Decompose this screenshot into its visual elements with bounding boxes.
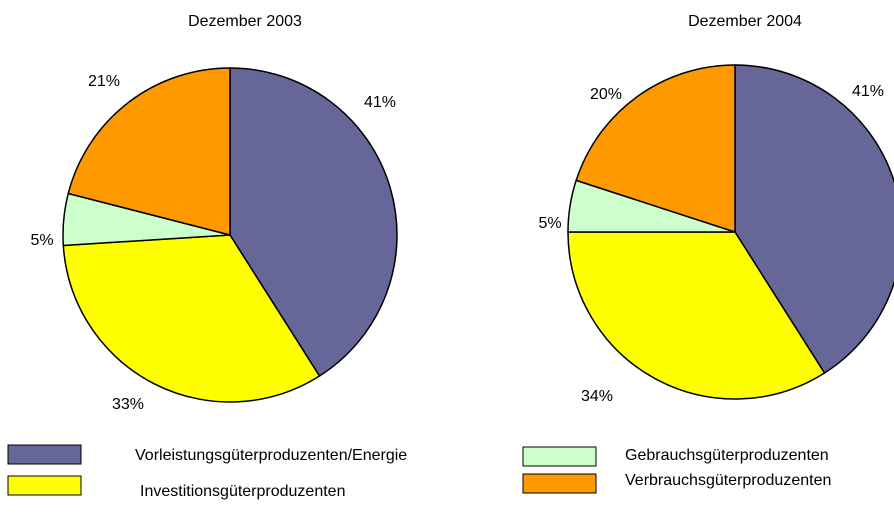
legend-label: Gebrauchsgüterproduzenten (625, 447, 829, 464)
data-label: 33% (112, 396, 144, 413)
legend-swatch (7, 444, 82, 465)
pie-slice (67, 67, 231, 236)
data-label: 5% (538, 215, 561, 232)
chart-title: Dezember 2003 (188, 13, 302, 30)
legend-label: Verbrauchsgüterproduzenten (625, 472, 831, 489)
data-label: 20% (590, 86, 622, 103)
chart-title: Dezember 2004 (688, 13, 802, 30)
data-label: 21% (88, 73, 120, 90)
pie-slice (734, 64, 894, 375)
legend-label: Investitionsgüterproduzenten (140, 483, 345, 500)
data-label: 5% (30, 232, 53, 249)
legend-swatch (7, 475, 82, 496)
pie-slice (567, 231, 826, 400)
pie-slice (62, 234, 321, 403)
data-label: 41% (852, 83, 884, 100)
legend-label: Vorleistungsgüterproduzenten/Energie (135, 447, 407, 464)
data-label: 41% (364, 94, 396, 111)
pie-slice (229, 67, 398, 378)
pie-slice (575, 64, 736, 234)
data-label: 34% (581, 388, 613, 405)
legend-swatch (522, 446, 597, 467)
legend-swatch (522, 473, 597, 494)
